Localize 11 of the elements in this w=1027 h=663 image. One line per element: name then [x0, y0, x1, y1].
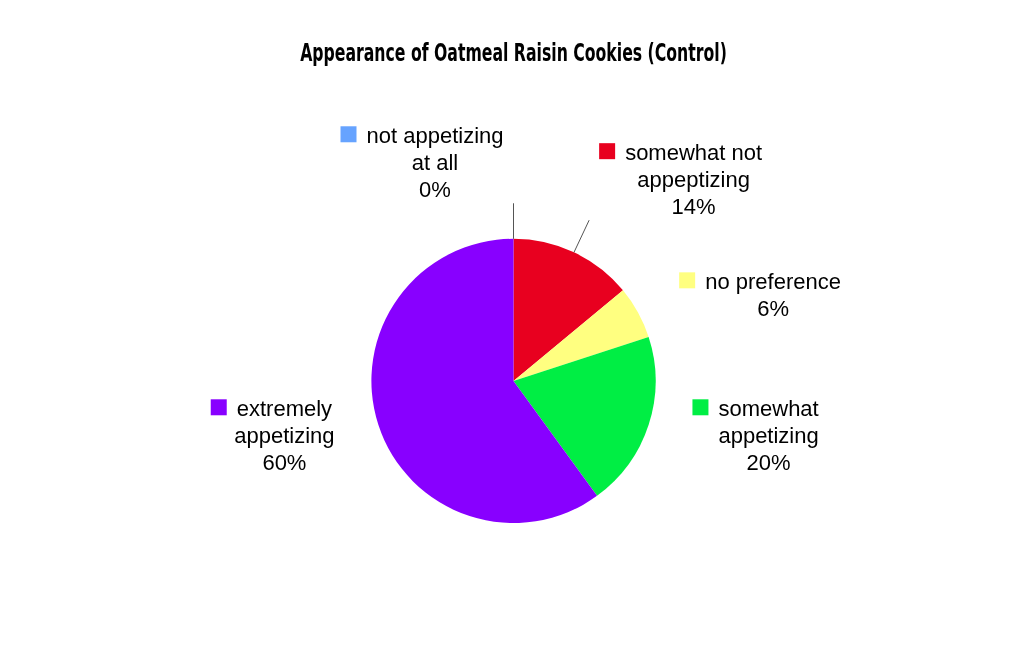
legend-label: somewhat appetizing: [718, 396, 819, 449]
legend-label: somewhat not appeptizing: [625, 140, 763, 193]
data-label: 20%: [746, 450, 791, 476]
legend-label: extremely appetizing: [234, 396, 335, 449]
chart-title: Appearance of Oatmeal Raisin Cookies (Control): [300, 38, 727, 67]
text: 0%: [419, 177, 451, 203]
legend-label: no preference: [705, 269, 841, 295]
data-label: 6%: [757, 296, 789, 322]
data-label: 14%: [671, 194, 716, 220]
legend-label: not appetizing at all: [366, 123, 504, 176]
data-label: 60%: [262, 450, 307, 476]
